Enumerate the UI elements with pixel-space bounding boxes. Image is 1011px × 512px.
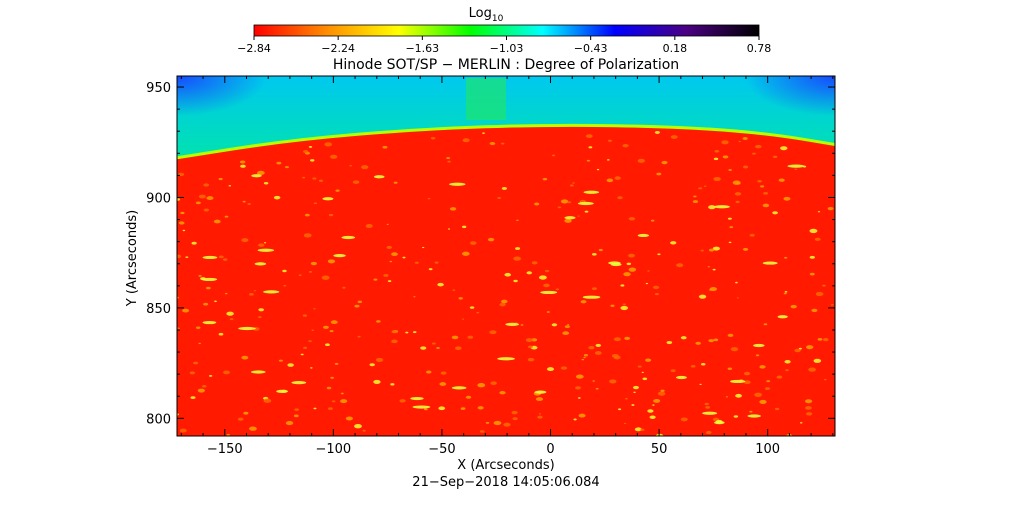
colorbar-tick-label: 0.78 xyxy=(747,42,772,55)
colorbar-ticks: −2.84 −2.24 −1.63 −1.03 −0.43 0.18 0.78 xyxy=(237,36,771,55)
x-axis-label: X (Arcseconds) xyxy=(457,458,554,473)
y-axis-ticks: 800 850 900 950 xyxy=(146,81,835,427)
x-tick-label: 0 xyxy=(546,442,554,457)
observation-timestamp: 21−Sep−2018 14:05:06.084 xyxy=(412,475,599,490)
x-tick-label: 100 xyxy=(755,442,780,457)
heatmap-image xyxy=(177,76,835,436)
plage-speckles xyxy=(177,130,834,436)
colorbar-tick-label: −2.24 xyxy=(321,42,355,55)
colorbar-label: Log10 xyxy=(469,6,504,24)
solar-disk xyxy=(177,125,835,436)
x-tick-label: −50 xyxy=(428,442,455,457)
x-axis-ticks: −150 −100 −50 0 50 100 xyxy=(180,76,834,457)
y-tick-label: 850 xyxy=(146,302,171,317)
colorbar-tick-label: 0.18 xyxy=(663,42,688,55)
y-tick-label: 950 xyxy=(146,81,171,96)
x-tick-label: −100 xyxy=(315,442,351,457)
colorbar-tick-label: −1.63 xyxy=(405,42,439,55)
chart-title: Hinode SOT/SP − MERLIN : Degree of Polar… xyxy=(333,57,679,73)
x-tick-label: −150 xyxy=(207,442,243,457)
colorbar-tick-label: −0.43 xyxy=(574,42,608,55)
y-tick-label: 900 xyxy=(146,191,171,206)
y-axis-label: Y (Arcseconds) xyxy=(125,210,140,307)
x-tick-label: 50 xyxy=(651,442,668,457)
colorbar xyxy=(253,24,760,37)
colorbar-tick-label: −2.84 xyxy=(237,42,271,55)
y-tick-label: 800 xyxy=(146,412,171,427)
limb-edge xyxy=(177,123,835,160)
colorbar-tick-label: −1.03 xyxy=(490,42,524,55)
plot-frame xyxy=(176,75,836,437)
